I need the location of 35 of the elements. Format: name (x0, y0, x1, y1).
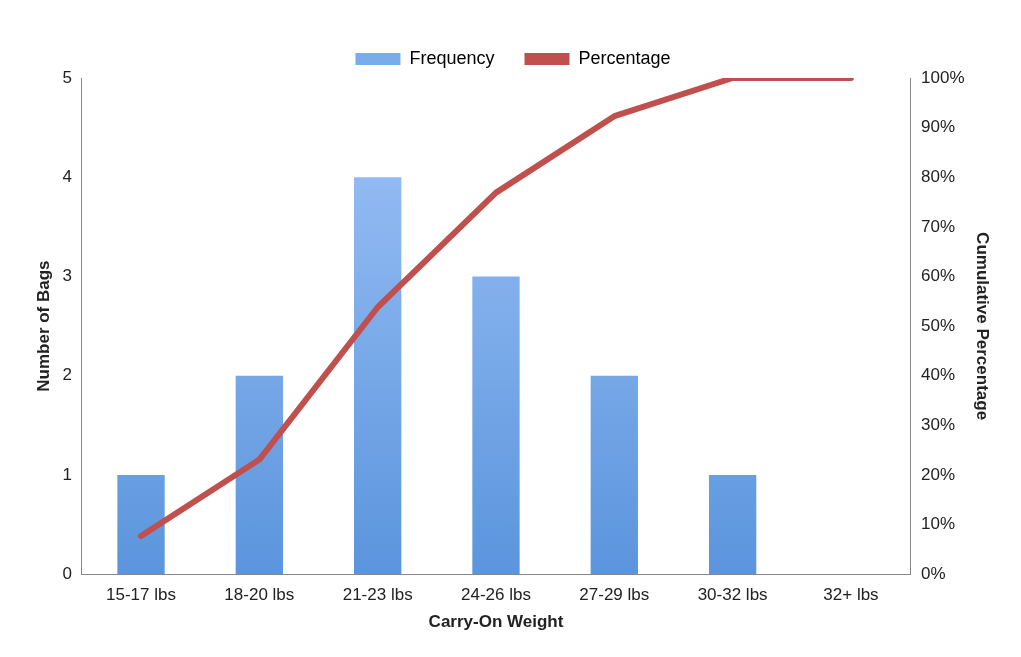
y2-tick-label: 100% (921, 67, 965, 87)
bar (117, 474, 165, 575)
bar (708, 474, 757, 575)
y2-tick-label: 40% (921, 365, 956, 385)
y2-tick-label: 20% (921, 464, 956, 484)
bar (472, 276, 520, 575)
y-tick-label: 1 (62, 464, 72, 484)
y2-axis-title: Cumulative Percentage (973, 232, 993, 421)
y2-tick-label: 10% (921, 514, 956, 534)
bar (590, 375, 638, 575)
bar (235, 375, 284, 575)
y-tick-label: 5 (62, 67, 72, 87)
y-tick-label: 2 (62, 365, 72, 385)
x-tick-label: 21-23 lbs (342, 585, 413, 605)
y2-tick-label: 60% (921, 266, 956, 286)
x-axis-title: Carry-On Weight (428, 612, 564, 632)
y-tick-label: 4 (62, 166, 72, 186)
y2-tick-label: 30% (921, 415, 956, 435)
x-tick-label: 18-20 lbs (224, 585, 295, 605)
y-axis-title: Number of Bags (33, 260, 53, 392)
x-tick-label: 32+ lbs (823, 585, 879, 605)
y2-tick-label: 0% (921, 563, 946, 583)
y-tick-label: 3 (62, 266, 72, 286)
x-tick-label: 24-26 lbs (461, 585, 531, 605)
y2-tick-label: 90% (921, 117, 956, 137)
bar (354, 177, 402, 575)
x-tick-label: 27-29 lbs (579, 585, 650, 605)
legend-label: Frequency (409, 47, 495, 68)
legend-label: Percentage (578, 47, 671, 68)
y2-tick-label: 80% (921, 166, 956, 186)
y-tick-label: 0 (62, 563, 72, 583)
x-tick-label: 30-32 lbs (697, 585, 768, 605)
y2-tick-label: 50% (921, 315, 956, 335)
x-tick-label: 15-17 lbs (106, 585, 176, 605)
y2-tick-label: 70% (921, 216, 956, 236)
